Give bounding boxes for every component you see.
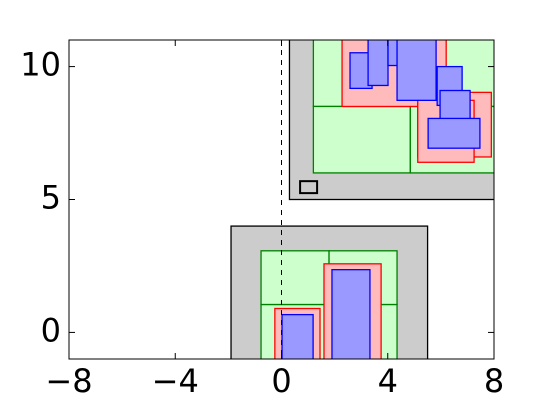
box	[299, 180, 319, 195]
y-tick-label: 10	[20, 46, 61, 84]
x-tick-label: 0	[271, 362, 291, 400]
box	[312, 105, 411, 174]
y-tick-label: 5	[41, 179, 61, 217]
x-tick-label: −8	[45, 362, 92, 400]
box	[281, 313, 314, 359]
box	[260, 250, 330, 306]
x-tick-label: −4	[152, 362, 199, 400]
box	[331, 269, 371, 359]
box	[367, 40, 389, 87]
x-tick-label: 8	[484, 362, 504, 400]
box	[396, 40, 437, 101]
box	[427, 117, 481, 149]
plot-area	[230, 40, 494, 359]
x-tick-label: 4	[378, 362, 398, 400]
y-tick-label: 0	[41, 311, 61, 349]
